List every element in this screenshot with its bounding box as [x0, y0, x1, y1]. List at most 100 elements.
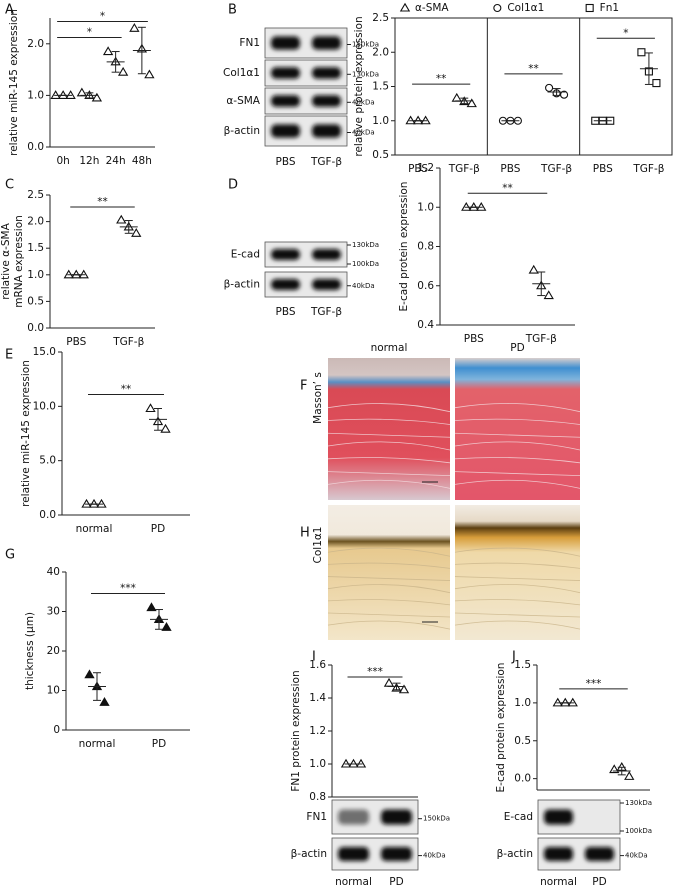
significance-label: *	[100, 11, 105, 23]
point	[585, 3, 594, 13]
blot-band	[312, 95, 341, 107]
blot-band	[381, 809, 412, 825]
point	[552, 697, 563, 707]
y-tick-label: 2.5	[372, 12, 389, 24]
point	[528, 264, 539, 274]
point	[99, 697, 110, 706]
blot-band	[338, 809, 369, 825]
point	[355, 758, 367, 768]
point	[57, 90, 69, 99]
point	[81, 498, 92, 508]
y-tick-label: 2.0	[372, 46, 389, 58]
x-tick-label: TGF-β	[448, 163, 480, 175]
x-tick-label: TGF-β	[632, 163, 664, 175]
tissue-line	[327, 620, 451, 630]
blot-band	[312, 36, 341, 50]
lane-label: PBS	[275, 156, 295, 168]
tissue-line	[454, 576, 581, 581]
y-tick-label: 1.2	[417, 162, 434, 174]
tissue-line	[454, 620, 581, 630]
size-marker: 100kDa	[625, 827, 652, 835]
tissue-line	[327, 471, 451, 476]
x-tick-label: normal	[76, 523, 113, 535]
tissue-line	[454, 562, 581, 569]
y-tick-label: 0.5	[27, 295, 44, 307]
point	[609, 764, 620, 774]
blot-band	[271, 124, 300, 138]
size-marker: 150kDa	[423, 815, 450, 823]
point	[102, 46, 114, 56]
y-tick-label: 0.5	[514, 735, 531, 747]
blot-band	[312, 279, 341, 290]
point	[560, 90, 569, 99]
tissue-line	[454, 599, 581, 606]
significance-label: **	[528, 63, 539, 75]
tissue-line	[327, 576, 451, 581]
y-tick-label: 20	[47, 645, 60, 657]
lane-label: normal	[540, 876, 577, 888]
tissue-line	[327, 441, 451, 451]
point	[84, 669, 95, 679]
panel-letter: A	[5, 3, 14, 18]
x-tick-label: 0h	[56, 155, 69, 167]
y-tick-label: 5.0	[39, 455, 56, 467]
y-tick-label: 0.6	[417, 280, 434, 292]
y-tick-label: 30	[47, 606, 60, 618]
lane-label: PD	[592, 876, 606, 888]
tissue-line	[454, 584, 581, 594]
tissue-line	[327, 403, 451, 413]
tissue-line	[454, 612, 581, 618]
size-marker: 150kDa	[352, 41, 379, 49]
point	[398, 684, 410, 694]
point	[652, 79, 661, 88]
y-tick-label: 1.6	[309, 659, 326, 671]
blot-band	[338, 846, 369, 862]
point	[71, 269, 82, 279]
y-tick-label: 0.0	[27, 322, 44, 334]
significance-label: **	[97, 196, 108, 208]
y-tick-label: 10.0	[33, 400, 56, 412]
legend-label: α-SMA	[415, 2, 449, 14]
x-tick-label: TGF-β	[540, 163, 572, 175]
blot-band	[585, 846, 614, 862]
size-marker: 40kDa	[625, 852, 648, 860]
blot-band	[312, 249, 341, 260]
blot-band	[312, 124, 341, 138]
y-tick-label: 0.8	[417, 241, 434, 253]
significance-label: *	[87, 27, 92, 39]
y-tick-label: 1.5	[514, 659, 531, 671]
size-marker: 130kDa	[352, 70, 379, 78]
point	[96, 498, 107, 508]
x-tick-label: PD	[152, 738, 166, 750]
point	[91, 92, 103, 102]
y-tick-label: 1.0	[372, 115, 389, 127]
x-tick-label: PBS	[66, 336, 86, 348]
point	[50, 90, 61, 99]
blot-row-label: β-actin	[224, 279, 260, 291]
point	[399, 2, 411, 12]
blot-row-label: β-actin	[291, 848, 327, 860]
y-tick-label: 40	[47, 566, 60, 578]
point	[76, 87, 88, 97]
x-tick-label: 12h	[79, 155, 99, 167]
y-tick-label: 1.0	[27, 269, 44, 281]
size-marker: 40kDa	[352, 98, 375, 106]
panel-letter: I	[312, 650, 316, 665]
y-tick-label: 2.0	[27, 216, 44, 228]
panel-letter: F	[300, 379, 307, 394]
micrograph	[328, 505, 450, 640]
point	[65, 90, 76, 99]
y-axis-label: relative miR-145 expression	[20, 360, 32, 507]
y-tick-label: 1.0	[514, 697, 531, 709]
panel-letter: H	[300, 526, 310, 541]
x-tick-label: TGF-β	[525, 333, 557, 345]
significance-label: **	[436, 73, 447, 85]
x-tick-label: PBS	[408, 163, 428, 175]
point	[451, 92, 462, 102]
tissue-line	[327, 457, 451, 464]
blot-band	[271, 95, 300, 107]
panel-letter: J	[511, 650, 516, 665]
tissue-line	[327, 547, 451, 557]
size-marker: 40kDa	[352, 282, 375, 290]
